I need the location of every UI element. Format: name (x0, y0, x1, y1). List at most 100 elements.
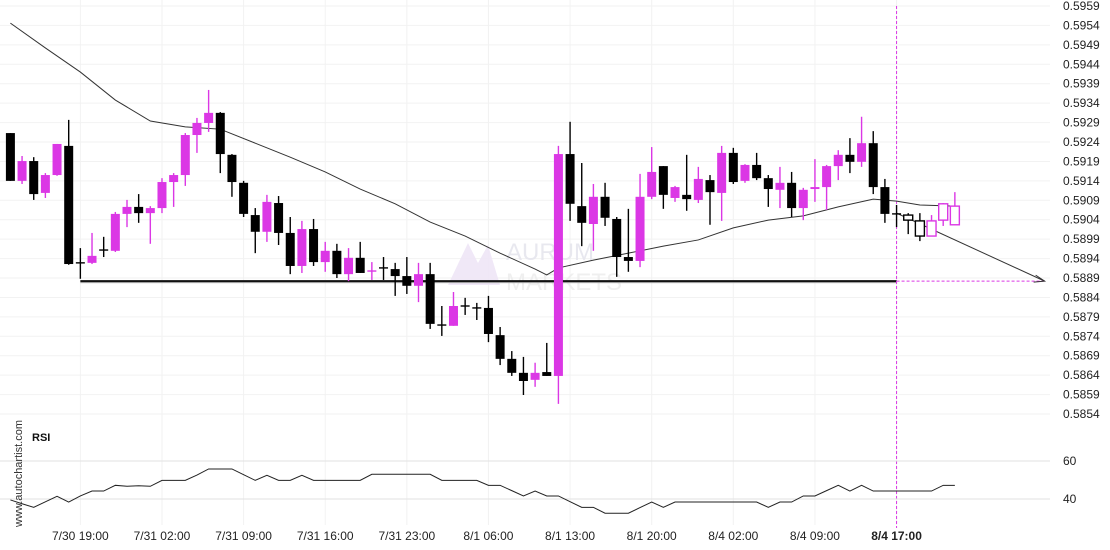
logo-mark-icon (448, 243, 500, 285)
price-tick-label: 0.5854 (1063, 407, 1100, 421)
candle-body (495, 335, 505, 359)
moving-average-line (10, 22, 955, 276)
rsi-line (10, 468, 955, 514)
time-tick-label: 8/1 20:00 (627, 529, 677, 543)
price-tick-label: 0.5914 (1063, 174, 1100, 188)
autochartist-watermark: www.autochartist.com (13, 420, 25, 528)
candle-body (833, 154, 843, 167)
candle-body (670, 187, 680, 198)
candle-body (215, 112, 225, 155)
price-axis: 0.5959 0.5954 0.5949 0.5944 0.5939 0.5934 0.59… (1063, 0, 1100, 421)
price-tick-label: 0.5884 (1063, 290, 1100, 304)
rsi-panel: RSI 60 40 (0, 432, 1077, 514)
candle-body (309, 229, 319, 263)
time-tick-label: 7/30 19:00 (52, 529, 109, 543)
price-tick-label: 0.5959 (1063, 0, 1100, 13)
candle-body (740, 164, 750, 181)
candle-body (145, 208, 155, 214)
support-line-group (80, 6, 1045, 528)
price-tick-label: 0.5909 (1063, 193, 1100, 207)
candle-body (402, 276, 412, 286)
candle-body (414, 274, 423, 286)
candle-body (857, 143, 867, 162)
candle-body (425, 274, 435, 324)
aurum-markets-logo: AURUM MARKETS (448, 239, 622, 296)
logo-line1: AURUM (506, 239, 594, 266)
candle-body (949, 205, 961, 226)
price-tick-label: 0.5939 (1063, 77, 1100, 91)
price-tick-label: 0.5934 (1063, 96, 1100, 110)
candle-body (880, 187, 890, 214)
time-tick-label: 7/31 23:00 (378, 529, 435, 543)
candle-body (483, 307, 493, 334)
candle-body (647, 171, 657, 197)
time-tick-label: 7/31 16:00 (297, 529, 354, 543)
candle-body (763, 178, 773, 190)
candle-body (612, 218, 622, 258)
candle-body (355, 257, 365, 273)
price-tick-label: 0.5859 (1063, 388, 1100, 402)
candle-body (717, 152, 727, 193)
candle-body (448, 305, 458, 326)
rsi-level-label: 40 (1063, 492, 1077, 506)
time-axis: 7/30 19:00 7/31 02:00 7/31 09:00 7/31 16:00… (52, 529, 922, 543)
price-tick-label: 0.5879 (1063, 310, 1100, 324)
price-tick-label: 0.5869 (1063, 349, 1100, 363)
candle-body (868, 143, 878, 188)
time-tick-label: 7/31 02:00 (134, 529, 191, 543)
candle-body (565, 154, 575, 204)
candle-body (64, 145, 74, 265)
candle-body (262, 201, 272, 232)
candle-body (204, 112, 214, 123)
candle-body (518, 372, 528, 381)
candle-body (600, 196, 610, 218)
rsi-level-label: 60 (1063, 454, 1077, 468)
price-tick-label: 0.5929 (1063, 116, 1100, 130)
price-tick-label: 0.5864 (1063, 368, 1100, 382)
price-tick-label: 0.5874 (1063, 329, 1100, 343)
price-tick-label: 0.5904 (1063, 213, 1100, 227)
candle-body (577, 206, 587, 223)
candle-body (903, 214, 914, 221)
time-tick-label: 7/31 09:00 (215, 529, 272, 543)
candle-body (693, 178, 703, 200)
time-tick-label: 8/1 13:00 (545, 529, 595, 543)
price-tick-label: 0.5944 (1063, 57, 1100, 71)
candle-body (938, 203, 949, 221)
candle-body (390, 269, 400, 277)
candle-body (787, 182, 797, 209)
time-tick-label: 8/4 02:00 (708, 529, 758, 543)
price-tick-label: 0.5899 (1063, 232, 1100, 246)
candle-body (588, 196, 598, 225)
candle-body (845, 154, 855, 162)
price-tick-label: 0.5894 (1063, 252, 1100, 266)
candle-body (635, 196, 645, 261)
candles-group (5, 89, 961, 404)
rsi-title: RSI (32, 432, 50, 444)
candle-body (87, 255, 97, 263)
candle-body (169, 175, 179, 183)
candle-body (285, 232, 295, 266)
candle-body (5, 133, 15, 181)
price-tick-label: 0.5889 (1063, 271, 1100, 285)
price-tick-label: 0.5919 (1063, 154, 1100, 168)
forecast-arrowhead-icon (1033, 274, 1047, 283)
candle-body (320, 250, 330, 263)
candle-body (297, 229, 307, 266)
candle-body (822, 166, 832, 188)
candle-body (507, 358, 517, 373)
candle-body (157, 182, 167, 209)
grid (0, 0, 1050, 525)
candle-body (239, 182, 249, 214)
candle-body (122, 206, 132, 214)
candle-body (192, 122, 202, 136)
candle-body (274, 203, 284, 233)
candle-body (40, 175, 50, 193)
candle-body (623, 257, 633, 261)
candle-body (29, 161, 39, 195)
candle-body (52, 143, 62, 176)
candle-body (110, 213, 120, 251)
candle-body (553, 154, 563, 376)
candle-body (250, 215, 260, 232)
